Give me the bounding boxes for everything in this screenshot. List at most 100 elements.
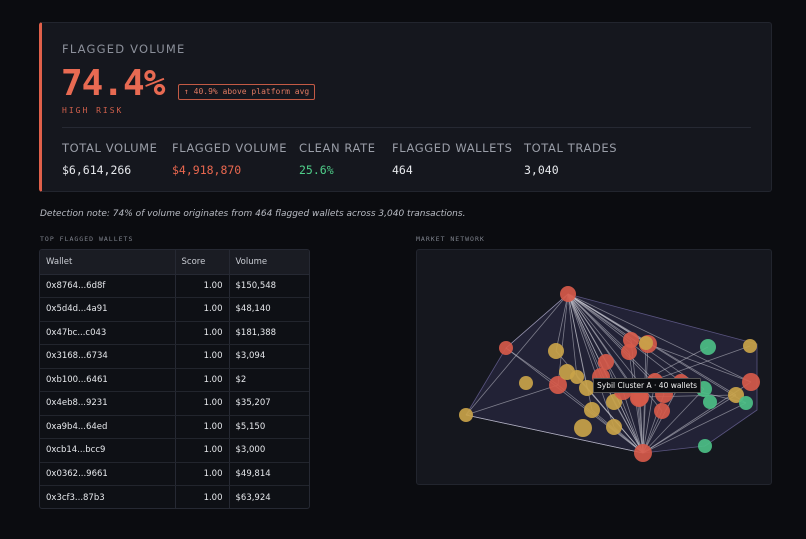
stat-label: TOTAL VOLUME [62,141,158,155]
hero-value: 74.4% [61,63,165,104]
cell-volume: $2 [229,368,309,392]
wallet-node[interactable] [579,380,595,396]
cell-wallet: 0x3168...6734 [40,344,176,369]
wallet-node[interactable] [634,444,652,462]
wallet-node[interactable] [519,376,533,390]
table-row[interactable]: 0xb100...6461 1.00 $2 [40,368,309,392]
network-nodes[interactable] [459,286,760,462]
network-edge [567,293,624,392]
wallet-node[interactable] [743,339,757,353]
wallet-node[interactable] [623,332,639,348]
cell-score: 1.00 [175,391,230,416]
wallet-node[interactable] [574,419,592,437]
stat-total-volume: TOTAL VOLUME $6,614,266 [62,141,158,177]
network-edge [642,402,747,454]
cell-wallet: 0xcb14...bcc9 [40,438,176,463]
wallet-node[interactable] [548,343,564,359]
wallet-node[interactable] [549,376,567,394]
network-edge [638,397,644,454]
network-edge [642,380,656,454]
cell-score: 1.00 [175,344,230,369]
cell-volume: $150,548 [229,274,309,298]
network-edge [557,384,644,454]
wallet-node[interactable] [654,403,670,419]
table-row[interactable]: 0x3cf3...87b3 1.00 $63,924 [40,485,309,508]
wallets-section-title: TOP FLAGGED WALLETS [40,235,134,243]
table-row[interactable]: 0x3168...6734 1.00 $3,094 [40,344,309,369]
detection-note: Detection note: 74% of volume originates… [40,209,466,219]
risk-level: HIGH RISK [62,106,124,115]
cell-wallet: 0x0362...9661 [40,462,176,486]
comparison-badge: ↑ 40.9% above platform avg [178,84,316,100]
wallet-node[interactable] [459,408,473,422]
stat-value: 3,040 [524,163,559,177]
cell-volume: $35,207 [229,391,309,416]
cluster-tooltip: Sybil Cluster A · 40 wallets [593,378,702,393]
wallet-node[interactable] [598,354,614,370]
column-header-wallet[interactable]: Wallet [40,250,176,275]
stat-label: CLEAN RATE [299,141,376,155]
wallet-node[interactable] [621,344,637,360]
network-edge [642,394,737,454]
wallet-node[interactable] [570,370,584,384]
network-canvas[interactable] [417,250,772,485]
wallet-node[interactable] [698,439,712,453]
wallet-node[interactable] [742,373,760,391]
wallet-node[interactable] [739,396,753,410]
table-row[interactable]: 0xcb14...bcc9 1.00 $3,000 [40,438,309,463]
network-edge [567,293,747,404]
table-row[interactable]: 0xa9b4...64ed 1.00 $5,150 [40,415,309,439]
divider [62,127,751,128]
network-edge [505,293,569,349]
cell-volume: $48,140 [229,297,309,322]
hero-label: FLAGGED VOLUME [62,42,186,56]
network-edge [567,293,752,383]
wallet-node[interactable] [630,389,648,407]
wallet-node[interactable] [499,341,513,355]
network-edge [505,347,559,386]
table-row[interactable]: 0x47bc...c043 1.00 $181,388 [40,321,309,345]
table-row[interactable]: 0x0362...9661 1.00 $49,814 [40,462,309,486]
cell-score: 1.00 [175,274,230,298]
network-edge [605,361,644,454]
stat-label: FLAGGED WALLETS [392,141,513,155]
cell-volume: $5,150 [229,415,309,439]
stat-value: 25.6% [299,163,334,177]
stat-label: TOTAL TRADES [524,141,618,155]
stat-value: $4,918,870 [172,163,242,177]
stat-total-trades: TOTAL TRADES 3,040 [524,141,617,177]
cell-score: 1.00 [175,368,230,392]
cell-wallet: 0xb100...6461 [40,368,176,392]
network-section-title: MARKET NETWORK [416,235,485,243]
cell-volume: $63,924 [235,492,271,503]
cell-score: 1.00 [175,297,230,322]
wallet-node[interactable] [560,286,576,302]
column-header-volume[interactable]: Volume [229,250,309,275]
network-edge [647,343,752,383]
table-header-row: Wallet Score Volume [40,250,309,275]
cell-volume: $181,388 [229,321,309,345]
table-row[interactable]: 0x4eb8...9231 1.00 $35,207 [40,391,309,416]
table-body: 0x8764...6d8f 1.00 $150,548 0x5d4d...4a91 1.… [40,274,309,508]
wallet-node[interactable] [700,339,716,355]
table-row[interactable]: 0x8764...6d8f 1.00 $150,548 [40,274,309,298]
wallet-node[interactable] [606,419,622,435]
network-edge [465,414,644,454]
flagged-volume-card: FLAGGED VOLUME 74.4% ↑ 40.9% above platf… [39,22,772,192]
cell-score: 1.00 [175,438,230,463]
cell-score: 1.00 [175,485,230,508]
table-row[interactable]: 0x5d4d...4a91 1.00 $48,140 [40,297,309,322]
cell-wallet: 0x8764...6d8f [40,274,176,298]
market-network-graph[interactable]: Sybil Cluster A · 40 wallets [416,249,772,485]
network-edge [465,293,569,416]
wallet-node[interactable] [728,387,744,403]
wallet-node[interactable] [584,402,600,418]
cell-wallet: 0x47bc...c043 [40,321,176,345]
cell-wallet: 0x4eb8...9231 [40,391,176,416]
network-edge [567,293,578,378]
wallet-node[interactable] [703,395,717,409]
wallet-node[interactable] [639,336,653,350]
cell-wallet: 0x5d4d...4a91 [40,297,176,322]
column-header-score[interactable]: Score [175,250,230,275]
network-edge [642,388,705,454]
